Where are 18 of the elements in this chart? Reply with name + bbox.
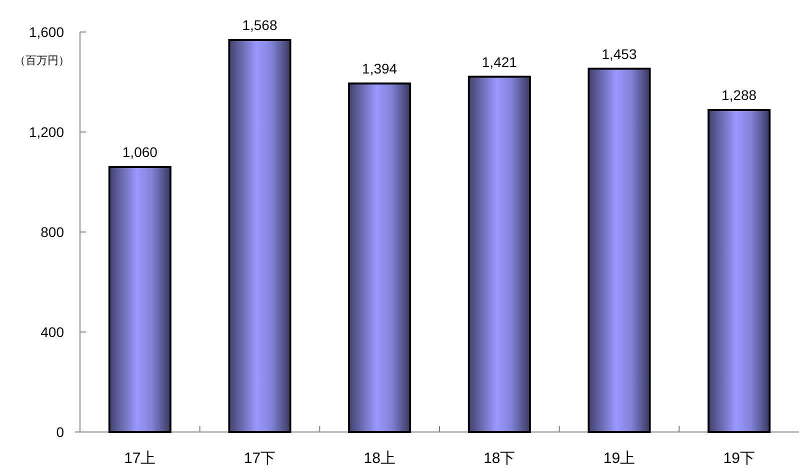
data-label: 1,060 bbox=[122, 144, 158, 160]
y-tick-label: 1,200 bbox=[28, 124, 64, 140]
x-tick-label: 17下 bbox=[244, 450, 276, 467]
data-label: 1,394 bbox=[362, 60, 398, 76]
y-tick-label: 800 bbox=[40, 224, 64, 240]
y-axis-title: （百万円） bbox=[14, 55, 70, 67]
x-tick-label: 19下 bbox=[723, 450, 755, 467]
y-tick-label: 0 bbox=[56, 424, 64, 440]
x-tick-label: 18下 bbox=[484, 450, 516, 467]
data-label: 1,421 bbox=[482, 54, 518, 70]
y-tick-label: 1,600 bbox=[28, 24, 64, 40]
data-label: 1,288 bbox=[722, 87, 757, 103]
x-tick-label: 17上 bbox=[124, 450, 156, 467]
x-tick-label: 19上 bbox=[603, 450, 636, 467]
data-label: 1,568 bbox=[242, 17, 278, 33]
y-tick-label: 400 bbox=[40, 324, 64, 340]
x-tick-label: 18上 bbox=[364, 450, 396, 467]
data-label: 1,453 bbox=[602, 46, 637, 62]
